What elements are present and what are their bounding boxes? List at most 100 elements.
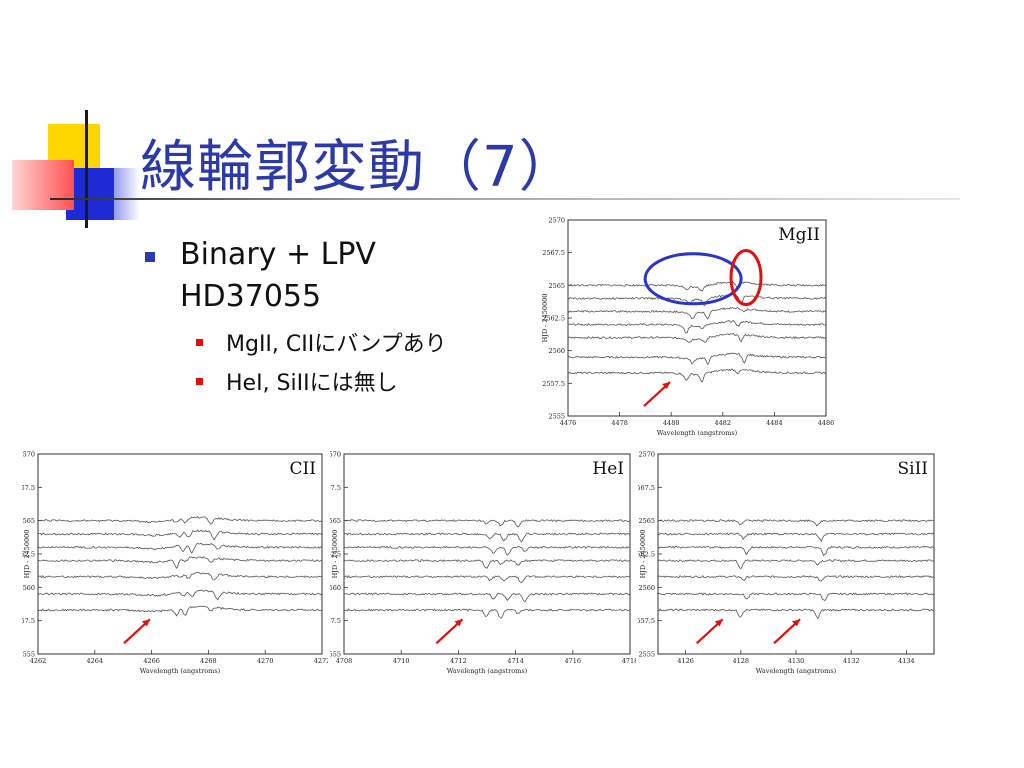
spectrum-label: SiII xyxy=(897,459,928,479)
spectrum-trace xyxy=(343,592,631,603)
spectrum-plot-siii: 2570 2567.5 2565 2562.5 2560 2557.5 2555 4126 41… xyxy=(638,451,935,675)
arrow-head xyxy=(662,382,671,390)
y-tick-label: 2555 xyxy=(22,651,35,659)
y-tick-label: 2555 xyxy=(638,651,655,659)
spectrum-trace xyxy=(567,320,827,334)
spectrum-trace xyxy=(657,608,935,620)
y-tick-label: 2570 xyxy=(548,217,565,225)
spectrum-label: CII xyxy=(290,459,316,479)
x-tick-label: 4482 xyxy=(715,419,732,427)
y-tick-label: 2560 xyxy=(22,584,35,592)
x-tick-label: 4708 xyxy=(336,657,353,665)
y-tick-label: 2567.5 xyxy=(542,249,565,257)
arrow-head xyxy=(454,619,463,627)
y-tick-label: 2570 xyxy=(330,451,341,459)
spectrum-trace xyxy=(343,574,631,583)
red-oval-highlight xyxy=(729,248,763,306)
title-underline xyxy=(50,198,960,200)
y-tick-label: 2560 xyxy=(330,584,341,592)
x-tick-label: 4714 xyxy=(507,657,524,665)
x-tick-label: 4262 xyxy=(30,657,47,665)
bullet-line-1: Binary + LPV xyxy=(180,237,376,272)
spectrum-trace xyxy=(567,293,827,307)
x-tick-label: 4134 xyxy=(898,657,915,665)
spectrum-trace xyxy=(343,519,631,528)
y-tick-label: 2567.5 xyxy=(330,484,341,492)
x-axis-label: Wavelength (angstroms) xyxy=(657,429,738,437)
x-tick-label: 4480 xyxy=(663,419,680,427)
y-tick-label: 2567.5 xyxy=(22,484,35,492)
y-tick-label: 2555 xyxy=(548,413,565,421)
x-tick-label: 4266 xyxy=(143,657,160,665)
spectrum-trace xyxy=(37,605,323,617)
y-tick-label: 2562.5 xyxy=(330,551,341,559)
x-tick-label: 4486 xyxy=(818,419,835,427)
spectrum-trace xyxy=(567,352,827,365)
plot-frame xyxy=(37,453,323,655)
y-tick-label: 2565 xyxy=(548,282,565,290)
x-tick-label: 4130 xyxy=(788,657,805,665)
y-tick-label: 2555 xyxy=(330,651,341,659)
x-axis-label: Wavelength (angstroms) xyxy=(756,667,837,675)
y-tick-label: 2565 xyxy=(22,517,35,525)
spectrum-plot-cii: 2570 2567.5 2565 2562.5 2560 2557.5 25554262 42… xyxy=(22,451,328,676)
spectrum-trace xyxy=(37,542,323,554)
bullet-marker xyxy=(145,252,155,262)
spectrum-trace xyxy=(657,545,935,557)
y-tick-label: 2557.5 xyxy=(542,380,565,388)
spectrum-trace xyxy=(38,529,323,541)
x-tick-label: 4268 xyxy=(200,657,217,665)
sub-bullet-text: MgII, CIIにバンプあり xyxy=(226,332,447,357)
y-tick-label: 2557.5 xyxy=(22,617,35,625)
bullet-line-2: HD37055 xyxy=(180,279,322,314)
sub-bullet-marker xyxy=(196,339,203,346)
sub-bullet-marker xyxy=(196,378,203,385)
plot-frame xyxy=(567,219,827,417)
y-tick-label: 2570 xyxy=(22,451,35,459)
x-tick-label: 4716 xyxy=(565,657,582,665)
spectrum-label: MgII xyxy=(778,225,820,245)
y-axis-label: HJD - 2450000 xyxy=(541,294,549,343)
y-tick-label: 2557.5 xyxy=(330,617,341,625)
x-tick-label: 4128 xyxy=(733,657,750,665)
spectrum-trace xyxy=(567,332,827,343)
y-axis-label: HJD - 2450000 xyxy=(639,530,647,579)
deco-pink-square xyxy=(12,160,74,210)
slide-title: 線輪郭変動（7） xyxy=(140,135,576,200)
deco-vertical-line xyxy=(85,110,88,228)
y-tick-label: 2560 xyxy=(638,584,655,592)
spectrum-trace xyxy=(567,306,827,320)
deco-blue-square xyxy=(66,168,114,220)
spectrum-trace xyxy=(657,592,935,602)
spectrum-trace xyxy=(37,556,323,569)
x-tick-label: 4270 xyxy=(257,657,274,665)
spectrum-trace xyxy=(657,519,935,527)
x-tick-label: 4476 xyxy=(560,419,577,427)
x-axis-label: Wavelength (angstroms) xyxy=(140,667,221,675)
y-tick-label: 2567.5 xyxy=(638,484,655,492)
arrow-head xyxy=(792,619,800,627)
x-tick-label: 4712 xyxy=(450,657,467,665)
y-tick-label: 2562.5 xyxy=(638,551,655,559)
spectrum-plot-hei: 2570 2567.5 2565 2562.5 2560 2557.5 25554708 47… xyxy=(330,451,636,676)
plot-frame xyxy=(343,453,631,655)
x-tick-label: 4478 xyxy=(611,419,628,427)
y-axis-label: HJD - 2450000 xyxy=(23,530,31,579)
spectrum-trace xyxy=(567,368,827,383)
x-axis-label: Wavelength (angstroms) xyxy=(447,667,528,675)
y-tick-label: 2562.5 xyxy=(542,315,565,323)
spectrum-trace xyxy=(343,608,631,619)
y-tick-label: 2565 xyxy=(638,517,655,525)
arrow-head xyxy=(141,619,150,627)
spectrum-trace xyxy=(343,559,631,569)
y-axis-label: HJD - 2450000 xyxy=(331,530,339,579)
arrow-head xyxy=(714,619,723,627)
bullet-text: Binary + LPV HD37055 xyxy=(180,234,376,318)
blue-ellipse-highlight xyxy=(643,252,743,306)
spectrum-trace xyxy=(344,532,631,543)
spectrum-trace xyxy=(567,281,827,292)
x-tick-label: 4710 xyxy=(393,657,410,665)
x-tick-label: 4484 xyxy=(766,419,783,427)
spectrum-label: HeI xyxy=(592,459,624,479)
